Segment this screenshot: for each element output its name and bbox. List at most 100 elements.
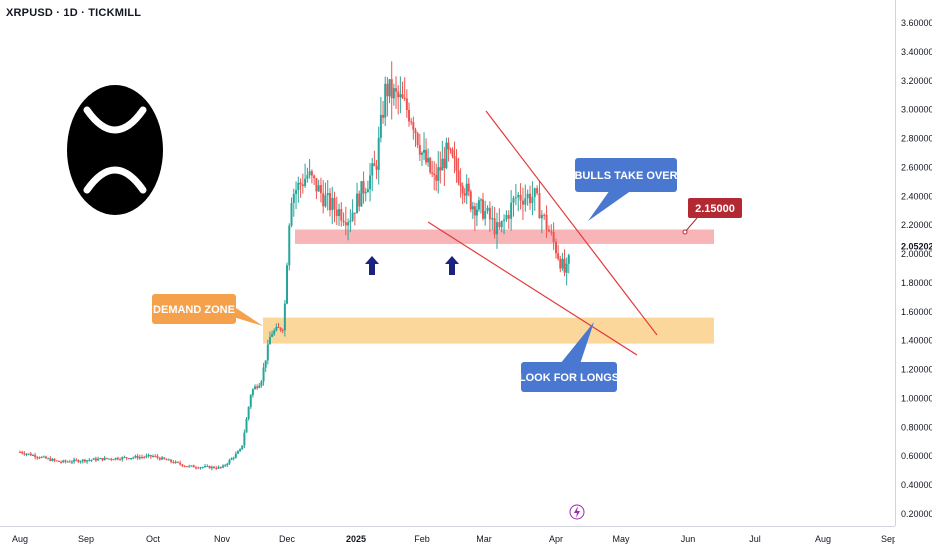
candle-body	[410, 121, 413, 123]
price-tick-label: 2.20000	[901, 220, 932, 230]
candle-body	[226, 463, 229, 466]
candle-body	[217, 466, 220, 469]
candle-body	[34, 455, 37, 458]
candle-body	[317, 185, 320, 192]
candle-body	[313, 175, 316, 179]
candle-body	[134, 455, 137, 458]
candle-body	[47, 458, 50, 460]
candle-body	[519, 194, 522, 201]
candle-body	[268, 336, 271, 345]
candle-body	[147, 454, 150, 456]
candle-body	[256, 386, 259, 388]
candle-body	[384, 83, 387, 118]
price-tick-label: 3.00000	[901, 105, 932, 115]
candle-body	[97, 458, 100, 461]
candle-body	[62, 460, 65, 463]
xrp-logo-background	[67, 85, 163, 215]
candle-body	[429, 157, 432, 173]
candle-body	[53, 459, 56, 461]
candle-body	[158, 457, 161, 460]
price-tick-label: 3.40000	[901, 47, 932, 57]
candle-body	[172, 461, 175, 463]
candle-body	[170, 459, 173, 462]
time-tick-label: Aug	[815, 534, 831, 544]
time-axis[interactable]: Aug Sep Oct Nov Dec 2025 Feb Mar Apr May Jun Jul Aug…	[0, 526, 897, 551]
price-tick-label: 2.40000	[901, 191, 932, 201]
candle-body	[224, 465, 227, 467]
candle-body	[547, 229, 550, 232]
look-for-longs-callout-text: LOOK FOR LONGS	[519, 372, 619, 384]
candle-body	[27, 453, 30, 455]
candle-body	[90, 459, 93, 461]
candle-body	[243, 432, 246, 446]
candle-body	[388, 79, 391, 97]
candle-body	[373, 163, 376, 167]
candle-body	[57, 460, 60, 462]
price-tag-pointer	[684, 217, 698, 233]
demand-zone-callout-text: DEMAND ZONE	[153, 304, 235, 316]
candle-body	[459, 182, 462, 186]
candle-body	[44, 456, 47, 459]
candle-body	[174, 461, 177, 463]
candle-body	[260, 381, 263, 386]
candle-body	[545, 214, 548, 230]
candle-body	[408, 110, 411, 122]
candle-body	[447, 142, 450, 150]
candle-body	[559, 258, 562, 269]
candle-body	[31, 455, 34, 457]
candle-body	[277, 327, 280, 329]
candle-body	[127, 458, 130, 460]
candle-body	[230, 458, 233, 460]
candle-body	[510, 202, 513, 219]
candle-body	[469, 191, 472, 210]
candle-body	[392, 88, 395, 99]
candle-body	[503, 219, 506, 221]
candle-body	[112, 459, 115, 461]
candle-body	[397, 91, 400, 98]
candle-body	[475, 209, 478, 216]
candle-body	[540, 214, 543, 219]
candle-body	[239, 449, 242, 452]
time-tick-label: Oct	[146, 534, 161, 544]
candle-body	[130, 458, 133, 460]
price-tick-label: 0.80000	[901, 422, 932, 432]
candle-body	[103, 457, 106, 461]
price-axis[interactable]: 0.20000 0.40000 0.60000 0.80000 1.00000 1.200…	[895, 0, 932, 526]
candle-body	[465, 183, 468, 196]
candle-body	[342, 220, 345, 223]
candle-body	[412, 122, 415, 130]
look-for-longs-callout: LOOK FOR LONGS	[519, 322, 619, 392]
time-tick-label: Mar	[476, 534, 492, 544]
candle-body	[273, 330, 276, 335]
candle-body	[344, 222, 347, 226]
candle-body	[514, 197, 517, 199]
bulls-take-over-callout-tail	[588, 190, 632, 221]
candle-body	[99, 458, 102, 460]
candle-body	[64, 460, 67, 462]
price-tick-label: 1.60000	[901, 307, 932, 317]
candle-body	[435, 175, 438, 181]
candle-body	[251, 389, 254, 396]
candle-body	[241, 445, 244, 450]
price-tick-label: 2.80000	[901, 134, 932, 144]
candle-body	[455, 158, 458, 171]
price-tick-label: 2.60000	[901, 162, 932, 172]
candle-body	[347, 222, 350, 226]
symbol-title[interactable]: XRPUSD · 1D · TICKMILL	[6, 7, 142, 19]
candle-body	[167, 459, 170, 461]
time-tick-label: Nov	[214, 534, 231, 544]
candle-body	[199, 467, 202, 469]
candle-body	[505, 214, 508, 220]
candle-body	[292, 193, 295, 204]
candle-body	[382, 114, 385, 118]
candle-body	[335, 209, 338, 216]
candle-body	[364, 192, 367, 194]
last-price-label: 2.05202	[901, 242, 932, 252]
time-tick-label: 2025	[346, 534, 366, 544]
candle-body	[498, 222, 501, 228]
time-tick-label: Sep	[78, 534, 94, 544]
candle-body	[555, 241, 557, 254]
price-tick-label: 1.20000	[901, 365, 932, 375]
